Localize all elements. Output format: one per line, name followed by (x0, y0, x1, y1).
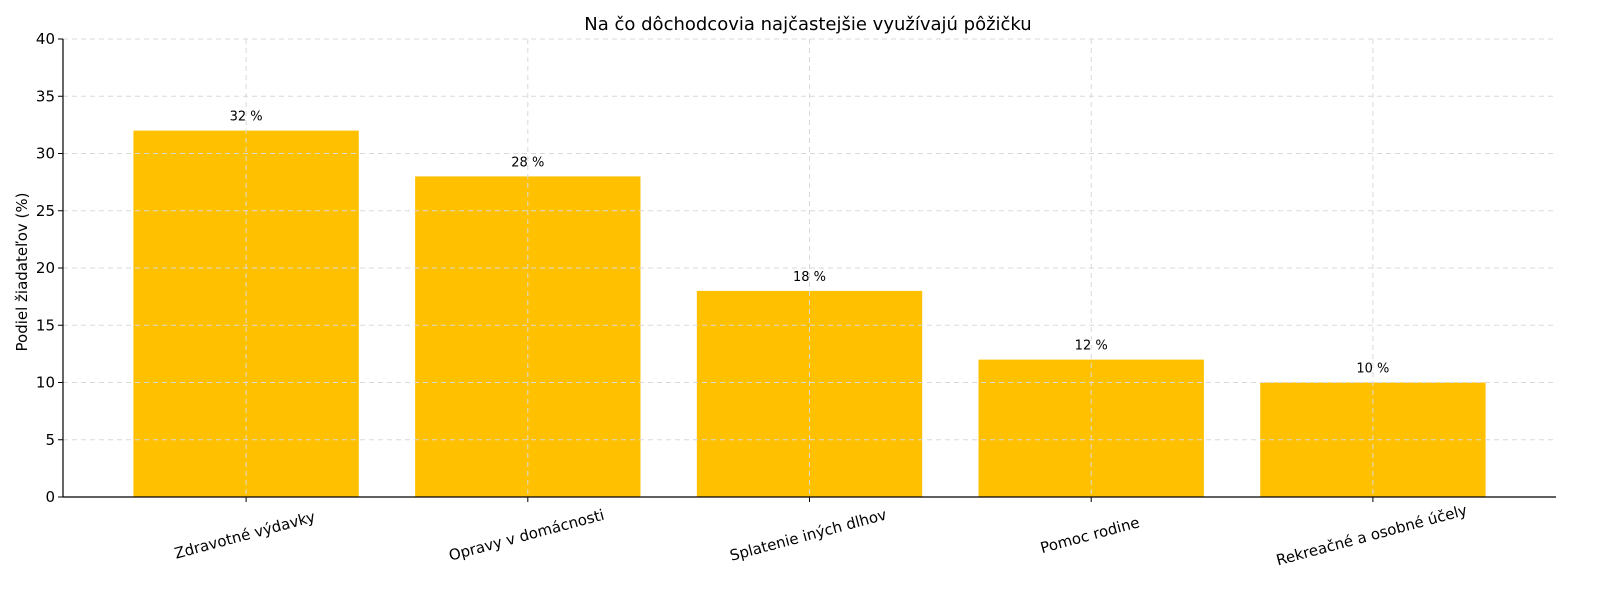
gridlines (63, 38, 1556, 497)
y-tick-label: 10 (36, 374, 55, 392)
data-label: 12 % (1075, 339, 1108, 354)
y-tick-label: 40 (36, 30, 55, 48)
x-tick-label: Zdravotné výdavky (172, 508, 317, 563)
data-label: 18 % (793, 270, 826, 285)
data-label: 28 % (511, 155, 544, 170)
y-tick-label: 20 (36, 259, 55, 277)
data-labels: 32 % 28 % 18 % 12 % 10 % (230, 110, 1390, 377)
y-tick-label: 25 (36, 202, 55, 220)
x-tick-label: Opravy v domácnosti (447, 506, 606, 565)
x-tick-label: Splatenie iných dlhov (728, 506, 889, 565)
data-label: 10 % (1356, 362, 1389, 377)
y-tick-label: 5 (45, 431, 55, 449)
y-tick-label: 0 (45, 488, 55, 506)
y-tick-label: 35 (36, 87, 55, 105)
y-axis-ticks: 0 5 10 15 20 25 30 35 40 (36, 30, 63, 506)
data-label: 32 % (230, 110, 263, 125)
chart-title: Na čo dôchodcovia najčastejšie využívajú… (584, 14, 1031, 35)
x-tick-label: Rekreačné a osobné účely (1274, 501, 1469, 569)
y-axis-label: Podiel žiadateľov (%) (13, 192, 31, 351)
x-axis-ticks: Zdravotné výdavky Opravy v domácnosti Spla… (172, 497, 1469, 569)
x-tick-label: Pomoc rodine (1038, 513, 1141, 557)
y-tick-label: 15 (36, 316, 55, 334)
y-tick-label: 30 (36, 145, 55, 163)
